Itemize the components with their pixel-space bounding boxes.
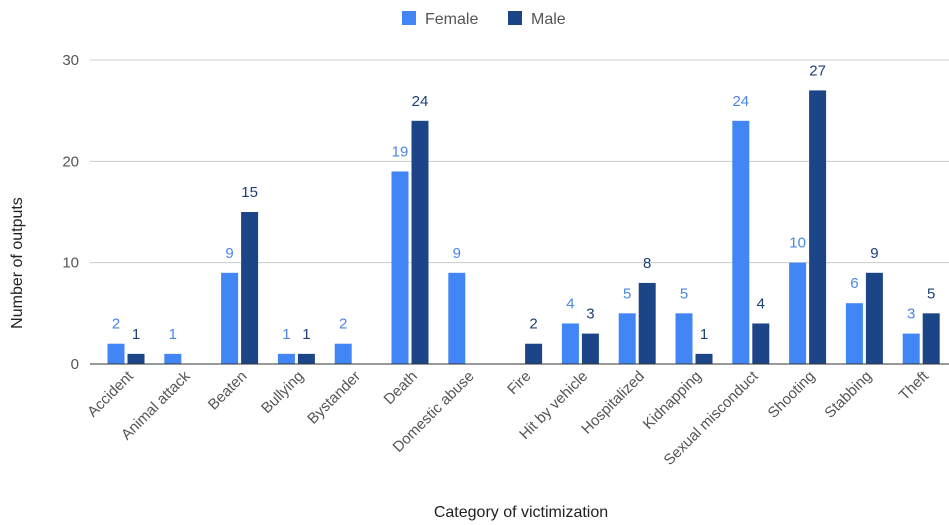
- bar-female: [107, 343, 125, 364]
- bar-female: [902, 333, 920, 364]
- y-axis-title: Number of outputs: [9, 197, 26, 329]
- bars: [107, 90, 940, 365]
- x-tick-label: Accident: [84, 367, 137, 420]
- x-axis-title: Category of victimization: [434, 504, 608, 521]
- bar-female: [221, 272, 239, 364]
- bar-male: [922, 313, 940, 364]
- bar-female: [618, 313, 636, 364]
- bar-female: [561, 323, 579, 364]
- bar-male: [525, 343, 543, 364]
- data-label-male: 9: [870, 245, 878, 262]
- x-tick-label: Sexual misconduct: [661, 367, 763, 469]
- y-tick-label: 30: [62, 52, 79, 69]
- bar-female: [448, 272, 466, 364]
- data-label-female: 2: [112, 316, 120, 333]
- bar-male: [297, 353, 315, 364]
- data-label-male: 27: [809, 62, 826, 79]
- bar-male: [865, 272, 883, 364]
- legend-label-female: Female: [425, 11, 478, 28]
- bar-male: [127, 353, 145, 364]
- data-label-female: 10: [789, 235, 806, 252]
- bar-male: [695, 353, 713, 364]
- data-label-female: 1: [169, 326, 177, 343]
- bar-male: [581, 333, 599, 364]
- data-label-female: 3: [907, 306, 915, 323]
- data-label-female: 1: [282, 326, 290, 343]
- x-tick-label: Stabbing: [821, 368, 875, 422]
- data-label-male: 15: [241, 184, 258, 201]
- data-label-male: 8: [643, 255, 651, 272]
- bar-female: [164, 353, 182, 364]
- x-tick-label: Beaten: [205, 368, 251, 414]
- data-label-female: 24: [732, 93, 749, 110]
- data-label-male: 4: [757, 295, 765, 312]
- bar-female: [789, 262, 807, 364]
- legend-swatch-male: [508, 11, 522, 25]
- data-label-female: 6: [850, 275, 858, 292]
- data-label-male: 5: [927, 285, 935, 302]
- bar-male: [411, 120, 429, 364]
- y-tick-label: 10: [62, 255, 79, 272]
- x-tick-label: Death: [381, 368, 421, 408]
- bar-female: [732, 120, 750, 364]
- x-tick-label: Fire: [504, 368, 534, 398]
- bar-male: [752, 323, 770, 364]
- legend: Female Male: [402, 11, 566, 28]
- y-tick-label: 20: [62, 153, 79, 170]
- bar-female: [334, 343, 352, 364]
- x-tick-label: Theft: [896, 367, 933, 404]
- data-label-female: 9: [453, 245, 461, 262]
- data-label-female: 2: [339, 316, 347, 333]
- data-label-male: 2: [529, 316, 537, 333]
- bar-male: [638, 282, 656, 364]
- data-label-male: 1: [132, 326, 140, 343]
- legend-label-male: Male: [531, 11, 566, 28]
- y-tick-label: 0: [71, 356, 79, 373]
- data-label-female: 5: [680, 285, 688, 302]
- bar-male: [809, 90, 827, 365]
- data-label-male: 3: [586, 306, 594, 323]
- bar-female: [845, 303, 863, 364]
- data-label-male: 1: [700, 326, 708, 343]
- data-label-male: 1: [302, 326, 310, 343]
- data-label-male: 24: [412, 93, 429, 110]
- bar-male: [241, 212, 259, 364]
- x-tick-label: Bystander: [304, 368, 364, 428]
- data-label-female: 5: [623, 285, 631, 302]
- data-label-female: 19: [392, 143, 409, 160]
- x-tick-label: Shooting: [765, 368, 819, 422]
- y-axis-ticks: 0 10 20 30: [62, 52, 79, 373]
- bar-female: [391, 171, 409, 364]
- bar-female: [675, 313, 693, 364]
- bar-female: [277, 353, 295, 364]
- x-tick-label: Bullying: [258, 368, 307, 417]
- data-label-female: 4: [566, 295, 574, 312]
- data-label-female: 9: [225, 245, 233, 262]
- legend-swatch-female: [402, 11, 416, 25]
